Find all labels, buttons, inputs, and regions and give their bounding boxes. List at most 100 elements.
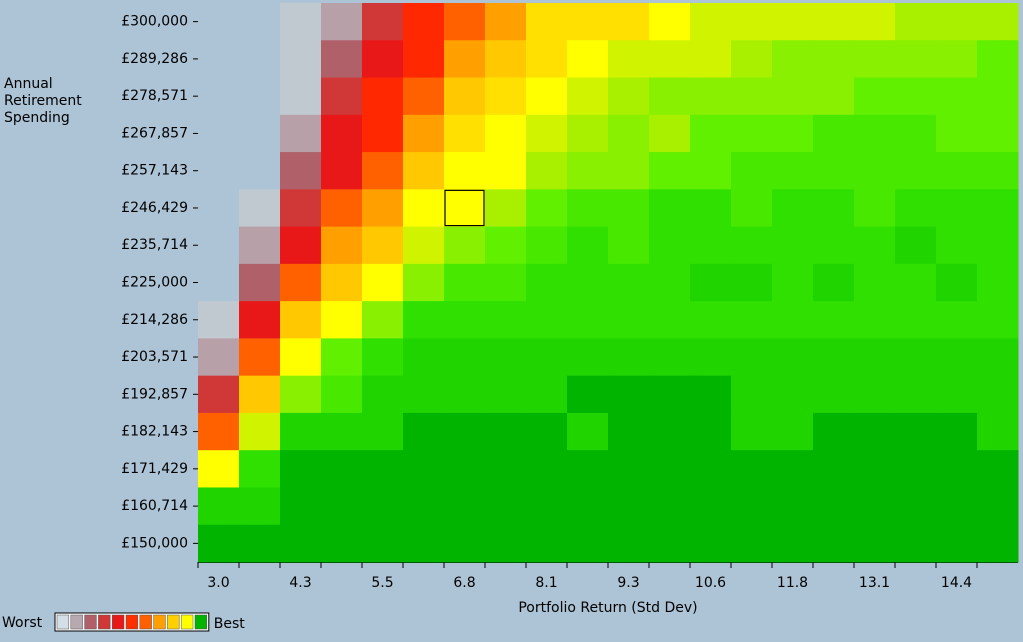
heatmap-cell — [239, 338, 281, 377]
heatmap-cell — [936, 3, 978, 41]
x-tick-label: 8.1 — [535, 575, 557, 591]
y-tick-label: £267,857 — [121, 125, 188, 141]
heatmap-cell — [526, 524, 568, 563]
heatmap-cell — [526, 152, 568, 190]
heatmap-cell — [608, 189, 650, 228]
heatmap-cell — [444, 189, 486, 228]
heatmap-cell — [403, 40, 445, 79]
heatmap-cell — [649, 40, 691, 79]
heatmap-cell — [813, 226, 855, 265]
heatmap-cell — [854, 152, 896, 190]
heatmap-cell — [772, 524, 814, 563]
heatmap-cell — [936, 524, 978, 563]
heatmap-cell — [731, 226, 773, 265]
heatmap-cell — [608, 263, 650, 302]
heatmap-cell — [854, 375, 896, 414]
heatmap-cell — [321, 114, 363, 153]
heatmap-cell — [854, 189, 896, 228]
heatmap-cell — [485, 338, 527, 377]
heatmap-cell — [936, 450, 978, 488]
heatmap-cell — [403, 226, 445, 265]
heatmap-cell — [813, 77, 855, 116]
heatmap-cell — [485, 375, 527, 414]
heatmap-cell — [690, 412, 732, 451]
heatmap-cell — [567, 450, 609, 488]
heatmap-cell — [690, 114, 732, 153]
heatmap-cell — [198, 412, 240, 451]
heatmap-cell — [362, 375, 404, 414]
heatmap-cell — [362, 189, 404, 228]
heatmap-cell — [362, 450, 404, 488]
heatmap-cell — [403, 375, 445, 414]
y-tick-label: £300,000 — [121, 14, 188, 30]
heatmap-cell — [977, 152, 1019, 190]
heatmap-cell — [977, 375, 1019, 414]
heatmap-cell — [977, 524, 1019, 563]
heatmap-cell — [444, 152, 486, 190]
y-tick-label: £235,714 — [121, 237, 188, 253]
heatmap-cell — [239, 450, 281, 488]
heatmap-cell — [403, 3, 445, 41]
legend-swatch — [125, 614, 139, 630]
heatmap-cell — [567, 375, 609, 414]
selected-cell — [444, 189, 485, 227]
heatmap-cell — [895, 77, 937, 116]
heatmap-cell — [608, 487, 650, 526]
heatmap-cell — [772, 226, 814, 265]
heatmap-cell — [813, 189, 855, 228]
heatmap-cell — [772, 263, 814, 302]
heatmap-cell — [321, 450, 363, 488]
heatmap-cell — [362, 40, 404, 79]
legend-swatch — [98, 614, 111, 630]
heatmap-cell — [362, 77, 404, 116]
heatmap-cell — [444, 487, 486, 526]
heatmap-cell — [239, 226, 281, 265]
heatmap-cell — [239, 487, 281, 526]
heatmap-cell — [854, 338, 896, 377]
heatmap-cell — [608, 301, 650, 339]
heatmap-cell — [567, 40, 609, 79]
heatmap-cell — [936, 40, 978, 79]
x-tick-label: 6.8 — [453, 575, 475, 591]
heatmap-cell — [567, 226, 609, 265]
heatmap-cell — [362, 114, 404, 153]
heatmap-cell — [936, 152, 978, 190]
heatmap-cell — [690, 152, 732, 190]
heatmap-cell — [649, 450, 691, 488]
heatmap-cell — [977, 487, 1019, 526]
heatmap-cell — [280, 338, 322, 377]
heatmap-cell — [485, 114, 527, 153]
heatmap-cell — [321, 77, 363, 116]
heatmap-cell — [608, 77, 650, 116]
heatmap-cell — [649, 189, 691, 228]
heatmap-cell — [362, 263, 404, 302]
heatmap-cell — [526, 189, 568, 228]
heatmap-cell — [403, 263, 445, 302]
y-tick-label: £278,571 — [121, 88, 188, 104]
heatmap-cell — [895, 524, 937, 563]
heatmap-cell — [403, 487, 445, 526]
heatmap-cell — [895, 301, 937, 339]
heatmap-cell — [895, 40, 937, 79]
heatmap-cell — [854, 263, 896, 302]
heatmap-cell — [813, 412, 855, 451]
heatmap-cell — [649, 412, 691, 451]
heatmap-cell — [485, 524, 527, 563]
heatmap-cell — [567, 524, 609, 563]
heatmap-cell — [403, 114, 445, 153]
heatmap-cell — [649, 338, 691, 377]
heatmap-cell — [280, 375, 322, 414]
heatmap-cell — [280, 524, 322, 563]
heatmap-cell — [567, 77, 609, 116]
heatmap-cell — [280, 114, 322, 153]
heatmap-cell — [362, 524, 404, 563]
heatmap-cell — [485, 189, 527, 228]
legend-swatch — [70, 614, 83, 630]
x-tick-label: 3.0 — [207, 575, 229, 591]
heatmap-cell — [772, 3, 814, 41]
heatmap-cell — [567, 412, 609, 451]
heatmap-cell — [649, 375, 691, 414]
heatmap-cell — [977, 40, 1019, 79]
heatmap-cell — [485, 412, 527, 451]
